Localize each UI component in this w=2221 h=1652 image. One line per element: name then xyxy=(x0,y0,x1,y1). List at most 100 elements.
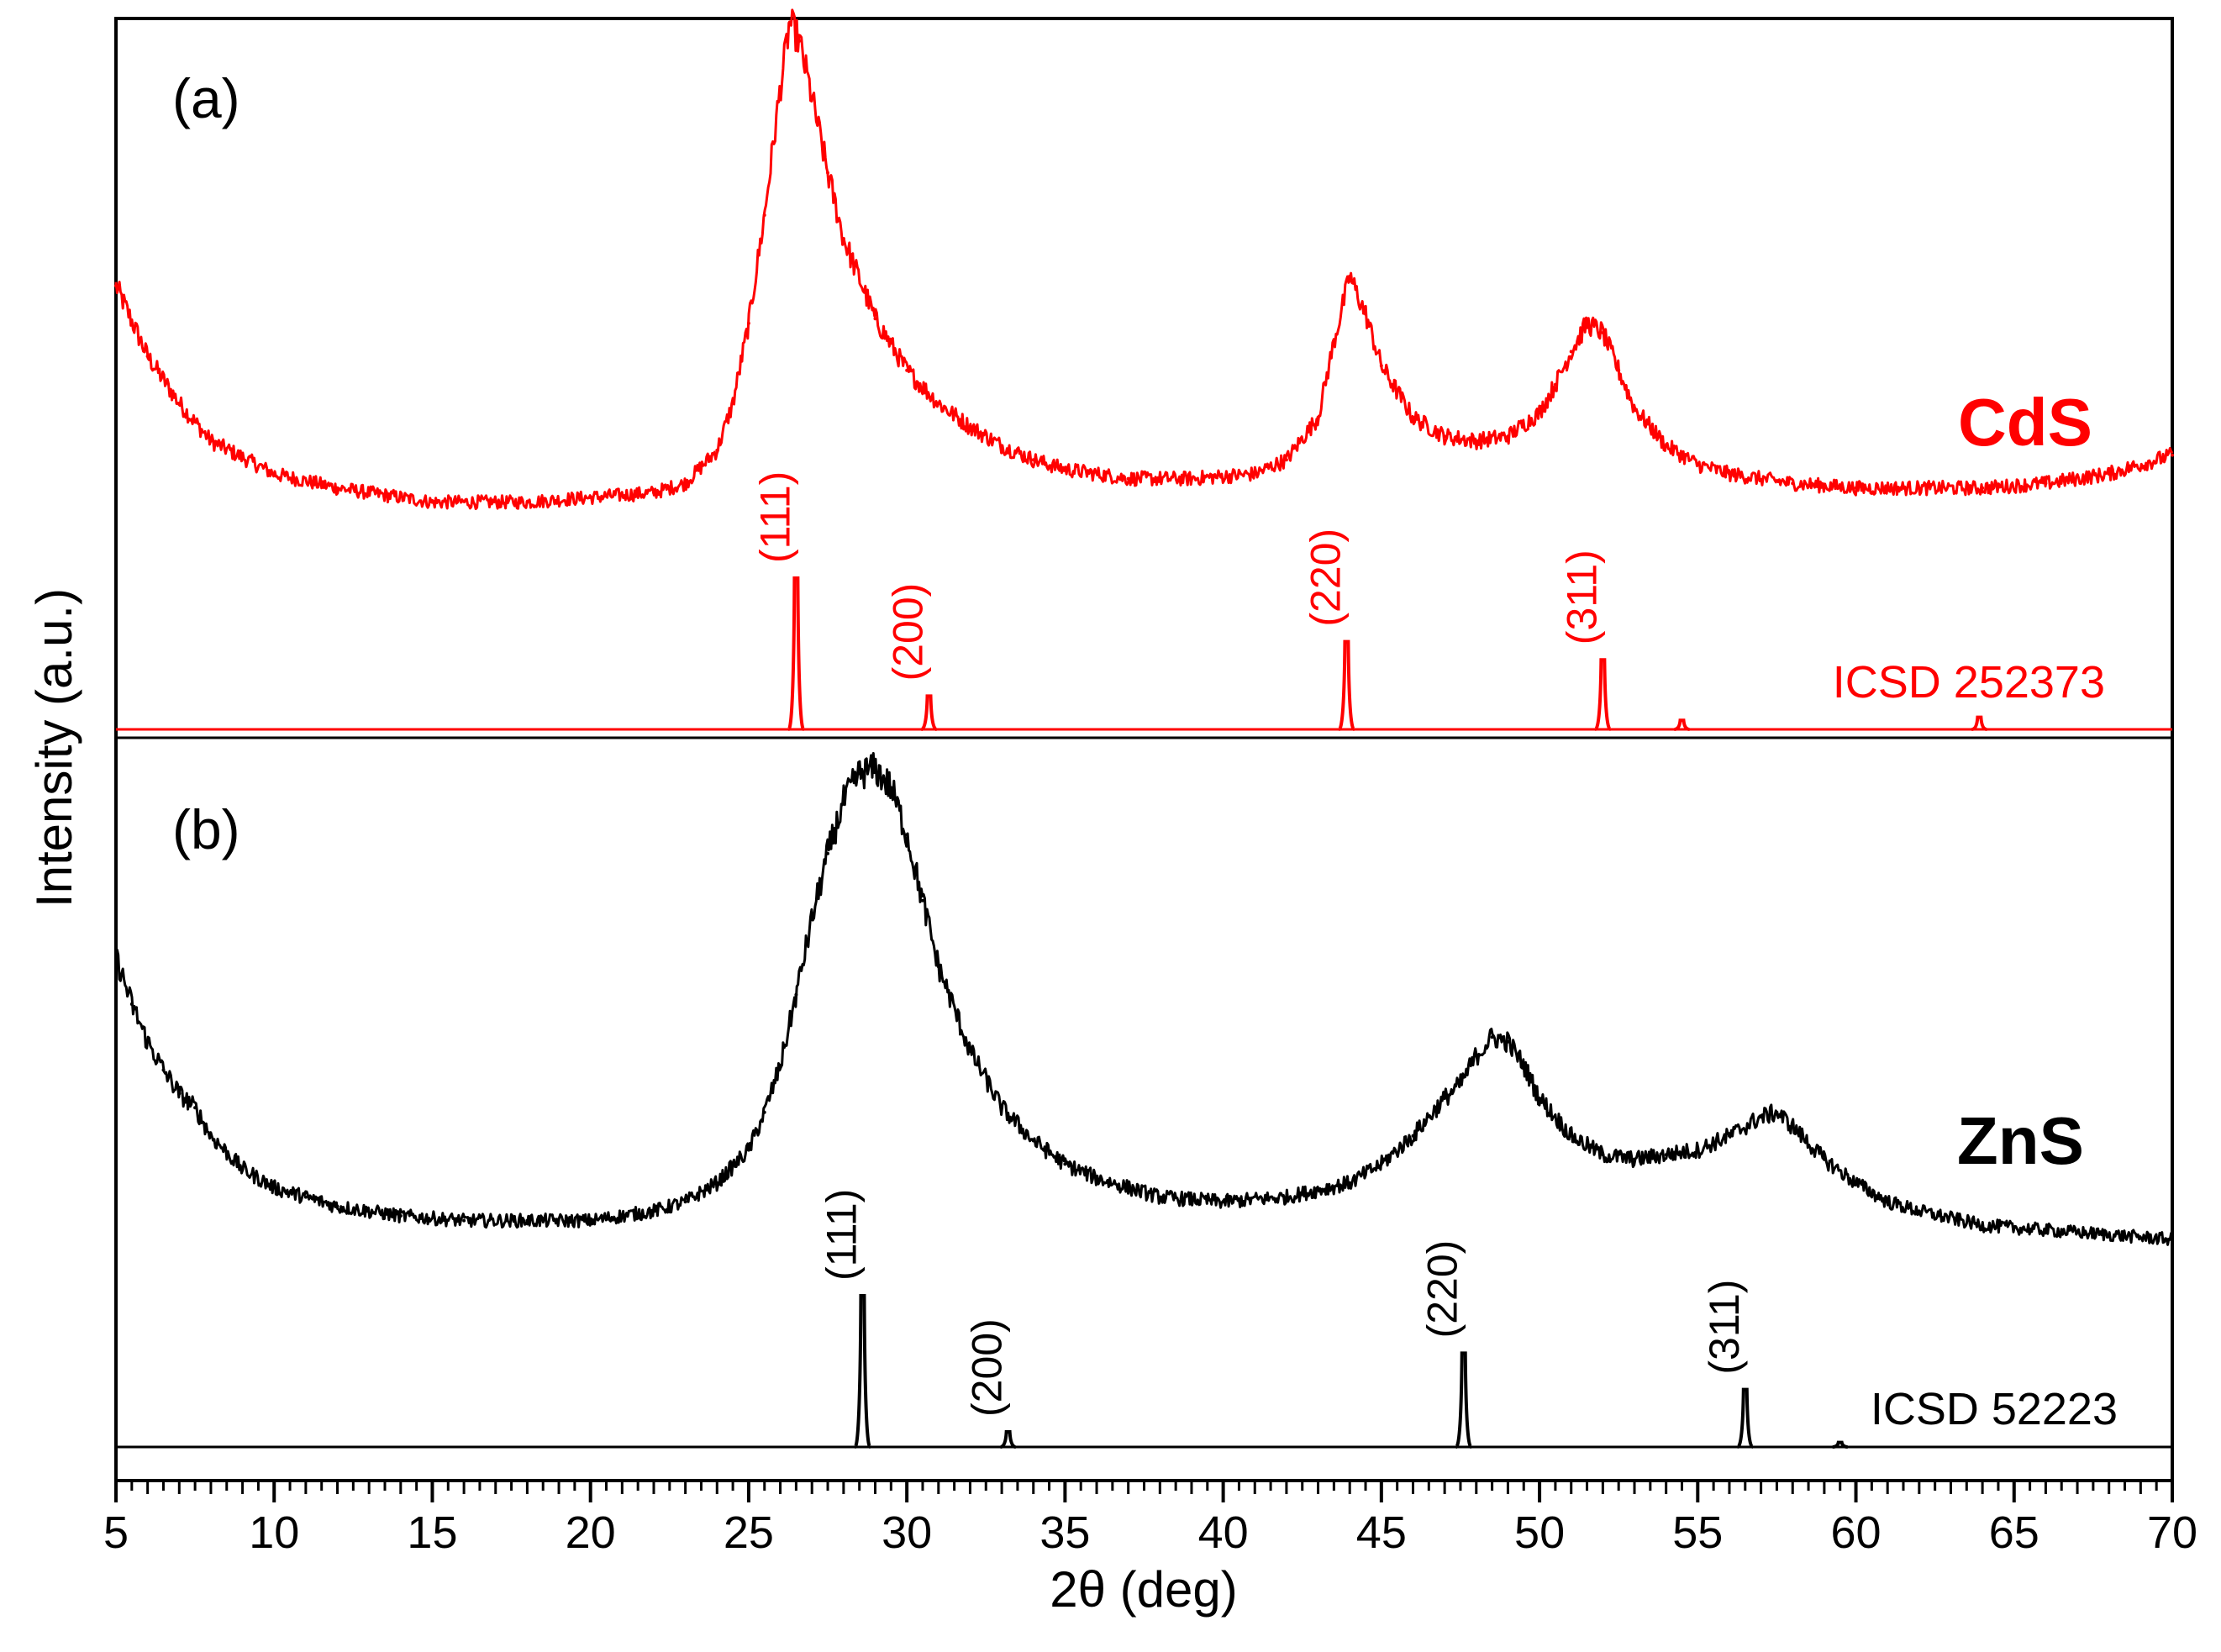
data-point-cds xyxy=(1981,486,1985,490)
data-point-zns xyxy=(1221,1200,1225,1204)
reference-peak xyxy=(1000,1430,1016,1449)
data-point-cds xyxy=(936,402,940,405)
x-tick-label: 25 xyxy=(724,1507,774,1558)
plot-area: (111) (200) (220) (311) ICSD 252373 (a) CdS (11… xyxy=(114,8,2174,1449)
data-point-zns xyxy=(1506,1039,1510,1044)
data-point-zns xyxy=(2107,1233,2111,1237)
data-point-cds xyxy=(1617,368,1621,372)
data-point-zns xyxy=(1284,1195,1288,1199)
data-point-zns xyxy=(841,800,845,804)
data-point-zns xyxy=(462,1218,466,1223)
x-axis-title: 2θ (deg) xyxy=(1050,1561,1237,1618)
data-point-cds xyxy=(873,317,877,321)
data-point-zns xyxy=(683,1200,687,1204)
data-point-cds xyxy=(810,96,814,99)
data-point-zns xyxy=(1822,1157,1826,1161)
data-point-cds xyxy=(1585,321,1589,325)
x-tick-label: 55 xyxy=(1672,1507,1723,1558)
data-point-cds xyxy=(1364,312,1367,316)
data-point-cds xyxy=(1000,444,1004,448)
data-point-zns xyxy=(1633,1157,1636,1161)
x-tick-label: 5 xyxy=(103,1507,129,1558)
miller-index-label: (200) xyxy=(964,1318,1011,1417)
data-point-cds xyxy=(1633,406,1636,410)
data-point-cds xyxy=(430,500,434,504)
x-tick-label: 70 xyxy=(2147,1507,2197,1558)
panel-label: (a) xyxy=(172,67,240,129)
reference-peak xyxy=(853,1294,872,1449)
data-point-cds xyxy=(787,20,792,24)
data-point-zns xyxy=(1854,1181,1858,1185)
data-point-zns xyxy=(794,992,798,997)
data-point-cds xyxy=(1553,382,1557,387)
series-line-cds xyxy=(114,8,2174,511)
data-point-cds xyxy=(715,449,719,452)
data-point-cds xyxy=(208,439,213,443)
reference-peak xyxy=(787,576,806,731)
data-point-zns xyxy=(1158,1195,1162,1199)
data-point-cds xyxy=(731,402,735,405)
data-point-cds xyxy=(1348,274,1352,278)
data-point-zns xyxy=(161,1068,166,1072)
data-point-zns xyxy=(1522,1063,1526,1067)
data-point-zns xyxy=(1063,1162,1067,1166)
data-point-cds xyxy=(1664,444,1668,448)
sample-label: CdS xyxy=(1958,385,2092,460)
data-point-zns xyxy=(1411,1134,1415,1138)
data-point-cds xyxy=(177,402,182,405)
series-line-zns xyxy=(114,752,2174,1246)
data-point-zns xyxy=(1601,1153,1605,1157)
data-point-cds xyxy=(797,39,802,43)
data-point-cds xyxy=(1126,476,1130,481)
data-point-cds xyxy=(2171,453,2174,457)
data-point-cds xyxy=(525,500,529,504)
data-point-zns xyxy=(905,833,909,837)
data-point-cds xyxy=(652,491,655,495)
data-point-cds xyxy=(1443,434,1447,439)
reference-peak xyxy=(920,694,938,731)
data-point-cds xyxy=(1284,458,1288,462)
data-point-cds xyxy=(1031,458,1035,462)
data-point-zns xyxy=(240,1167,245,1171)
data-point-zns xyxy=(2171,1238,2174,1241)
data-point-zns xyxy=(1000,1106,1004,1110)
data-point-cds xyxy=(588,496,592,499)
data-point-zns xyxy=(1443,1097,1447,1100)
data-point-zns xyxy=(303,1195,308,1199)
sample-label: ZnS xyxy=(1957,1103,2084,1178)
data-point-cds xyxy=(145,355,150,358)
data-point-zns xyxy=(272,1186,276,1190)
data-point-zns xyxy=(1095,1176,1098,1181)
data-point-zns xyxy=(2044,1228,2048,1232)
data-point-zns xyxy=(746,1148,750,1152)
x-tick-label: 60 xyxy=(1830,1507,1881,1558)
data-point-cds xyxy=(1601,331,1605,334)
data-point-zns xyxy=(936,965,940,969)
data-point-zns xyxy=(177,1092,182,1096)
data-point-cds xyxy=(272,472,276,476)
data-point-zns xyxy=(1775,1110,1779,1114)
data-point-zns xyxy=(1664,1153,1668,1157)
data-point-zns xyxy=(588,1218,592,1223)
data-point-zns xyxy=(1759,1115,1763,1119)
data-point-cds xyxy=(1253,472,1257,476)
data-point-zns xyxy=(525,1218,529,1223)
data-point-zns xyxy=(145,1039,150,1044)
data-point-zns xyxy=(1348,1181,1352,1185)
data-point-cds xyxy=(1569,350,1573,354)
data-point-cds xyxy=(762,213,766,217)
data-point-cds xyxy=(1411,415,1415,419)
data-point-cds xyxy=(905,368,909,372)
data-point-cds xyxy=(1538,411,1542,415)
data-point-cds xyxy=(335,486,339,490)
data-point-cds xyxy=(1506,434,1510,439)
x-tick-label: 35 xyxy=(1039,1507,1090,1558)
data-point-cds xyxy=(114,284,118,287)
data-point-zns xyxy=(1459,1082,1462,1086)
data-point-zns xyxy=(762,1110,766,1114)
data-point-zns xyxy=(1981,1223,1985,1228)
miller-index-label: (220) xyxy=(1302,529,1349,627)
data-point-zns xyxy=(1379,1162,1383,1166)
